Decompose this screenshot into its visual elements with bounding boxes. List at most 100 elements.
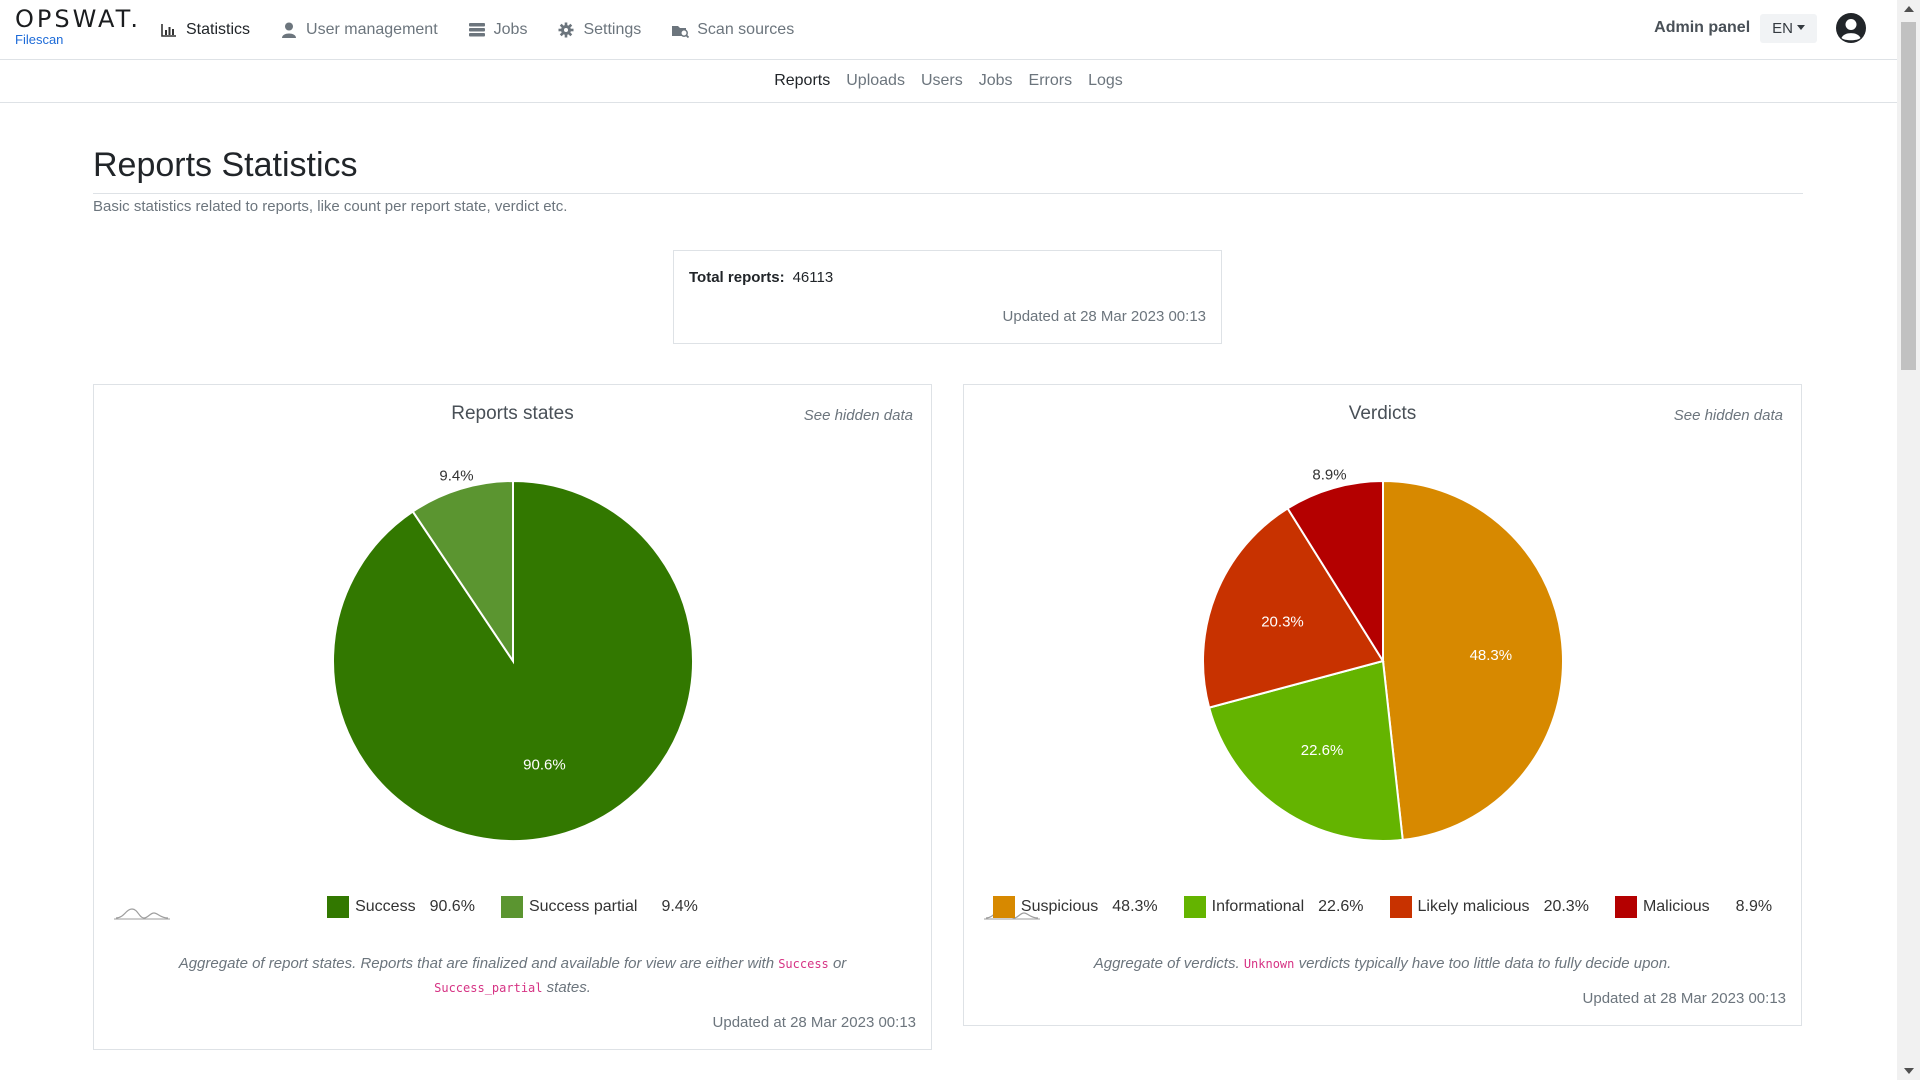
- chart-options-icon[interactable]: [114, 905, 170, 921]
- card-description: Aggregate of report states. Reports that…: [154, 952, 871, 1000]
- legend-percent: 90.6%: [429, 898, 475, 915]
- user-icon: [280, 21, 298, 39]
- desc-text: or: [832, 955, 847, 972]
- card-updated-timestamp: Updated at 28 Mar 2023 00:13: [712, 1014, 916, 1031]
- subnav-logs[interactable]: Logs: [1088, 72, 1123, 89]
- server-icon: [468, 21, 486, 39]
- product-name: Filescan: [15, 32, 64, 47]
- pie-slice-likely-malicious[interactable]: [1202, 506, 1385, 709]
- legend-swatch: [327, 896, 350, 918]
- subnav-reports[interactable]: Reports: [774, 72, 831, 89]
- desc-text: Aggregate of verdicts.: [1093, 955, 1240, 972]
- nav-item-label: User management: [306, 21, 438, 38]
- nav-item-scan-sources[interactable]: Scan sources: [671, 18, 794, 42]
- legend-percent: 22.6%: [1318, 898, 1364, 915]
- card-title: Verdicts: [1348, 403, 1417, 424]
- legend-percent: 20.3%: [1543, 898, 1589, 915]
- nav-item-jobs[interactable]: Jobs: [468, 18, 528, 42]
- pie-slice-malicious[interactable]: [1286, 479, 1384, 665]
- verdicts-card: Verdicts See hidden data 48.3% 22.6% 20.3%…: [963, 384, 1802, 1026]
- total-updated-timestamp: Updated at 28 Mar 2023 00:13: [1002, 308, 1206, 325]
- legend-label: Likely malicious: [1417, 898, 1530, 915]
- language-dropdown[interactable]: EN: [1760, 13, 1817, 43]
- legend-label: Success: [355, 898, 416, 915]
- card-title: Reports states: [451, 403, 574, 424]
- pie-data-label-suspicious: 48.3%: [1470, 647, 1513, 664]
- state-code-success: Success: [778, 957, 829, 971]
- state-code-success-partial: Success_partial: [434, 981, 543, 995]
- legend-item-informational[interactable]: Informational 22.6%: [1183, 896, 1364, 918]
- language-value: EN: [1772, 19, 1793, 37]
- total-reports-card: Total reports: 46113 Updated at 28 Mar 20…: [673, 250, 1222, 344]
- card-description: Aggregate of verdicts. Unknown verdicts …: [1024, 952, 1741, 976]
- main-nav: Statistics User management Jobs Settings…: [160, 18, 824, 42]
- caret-down-icon: [1797, 24, 1805, 30]
- page-title: Reports Statistics: [93, 146, 358, 184]
- bar-chart-icon: [160, 21, 178, 39]
- subnav-jobs[interactable]: Jobs: [978, 72, 1013, 89]
- top-navbar: OPSWAT. Filescan Statistics User managem…: [0, 0, 1897, 60]
- legend-item-success[interactable]: Success 90.6%: [327, 896, 475, 918]
- opswat-logo: OPSWAT.: [15, 5, 142, 33]
- sub-navbar: Reports Uploads Users Jobs Errors Logs: [0, 60, 1897, 103]
- subnav-uploads[interactable]: Uploads: [846, 72, 905, 89]
- nav-item-label: Scan sources: [697, 21, 795, 38]
- pie-slice-suspicious[interactable]: [1382, 479, 1564, 842]
- scan-sources-icon: [671, 21, 690, 39]
- pie-data-label-likely-malicious: 20.3%: [1261, 613, 1304, 630]
- legend-swatch: [1614, 896, 1637, 918]
- nav-item-settings[interactable]: Settings: [557, 18, 641, 42]
- nav-item-label: Jobs: [493, 21, 528, 38]
- legend-label: Informational: [1211, 898, 1305, 915]
- nav-item-statistics[interactable]: Statistics: [160, 18, 250, 42]
- desc-text: Aggregate of report states. Reports that…: [178, 955, 775, 972]
- pie-slice-informational[interactable]: [1207, 659, 1404, 842]
- legend-swatch: [500, 896, 523, 918]
- brand[interactable]: OPSWAT. Filescan: [15, 6, 141, 47]
- pie-data-label-malicious: 8.9%: [1312, 467, 1346, 484]
- legend-item-success-partial[interactable]: Success partial 9.4%: [500, 896, 698, 918]
- pie-data-label-success: 90.6%: [523, 756, 566, 773]
- gear-icon: [557, 21, 575, 39]
- legend-swatch: [1183, 896, 1206, 918]
- legend-swatch: [992, 896, 1015, 918]
- verdict-code-unknown: Unknown: [1243, 957, 1295, 971]
- subnav-errors[interactable]: Errors: [1028, 72, 1073, 89]
- total-reports-line: Total reports: 46113: [689, 269, 833, 286]
- see-hidden-data-link[interactable]: See hidden data: [803, 407, 913, 424]
- subnav-users[interactable]: Users: [920, 72, 963, 89]
- legend-item-malicious[interactable]: Malicious 8.9%: [1614, 896, 1773, 918]
- legend-item-likely-malicious[interactable]: Likely malicious 20.3%: [1389, 896, 1589, 918]
- legend-label: Suspicious: [1020, 898, 1099, 915]
- chart-legend: Success 90.6% Success partial 9.4%: [94, 896, 931, 918]
- reports-states-pie-chart: 90.6% 9.4%: [332, 467, 694, 842]
- pie-data-label-informational: 22.6%: [1301, 742, 1344, 759]
- vertical-scrollbar[interactable]: [1897, 0, 1920, 1080]
- legend-item-suspicious[interactable]: Suspicious 48.3%: [992, 896, 1158, 918]
- legend-label: Success partial: [528, 898, 638, 915]
- legend-label: Malicious: [1642, 898, 1710, 915]
- legend-percent: 48.3%: [1112, 898, 1158, 915]
- total-reports-label: Total reports:: [689, 269, 785, 286]
- pie-slice-success-partial[interactable]: [411, 479, 514, 665]
- title-divider: [93, 193, 1803, 194]
- nav-item-label: Settings: [583, 21, 642, 38]
- scroll-down-arrow-icon[interactable]: [1904, 1068, 1914, 1074]
- nav-item-label: Statistics: [186, 21, 251, 38]
- nav-right: Admin panel EN: [1654, 12, 1867, 44]
- scrollbar-thumb[interactable]: [1901, 22, 1916, 370]
- nav-item-user-management[interactable]: User management: [280, 18, 438, 42]
- chart-legend: Suspicious 48.3% Informational 22.6% Lik…: [964, 896, 1801, 918]
- legend-percent: 9.4%: [661, 898, 698, 915]
- card-updated-timestamp: Updated at 28 Mar 2023 00:13: [1582, 990, 1786, 1007]
- total-reports-value: 46113: [792, 269, 834, 286]
- scroll-up-arrow-icon[interactable]: [1904, 6, 1914, 12]
- user-avatar-icon[interactable]: [1835, 12, 1867, 44]
- admin-panel-link[interactable]: Admin panel: [1654, 19, 1751, 36]
- desc-text: verdicts typically have too little data …: [1298, 955, 1672, 972]
- pie-data-label-success-partial: 9.4%: [439, 467, 473, 484]
- legend-percent: 8.9%: [1735, 898, 1773, 915]
- verdicts-pie-chart: 48.3% 22.6% 20.3% 8.9%: [1202, 467, 1564, 842]
- legend-swatch: [1389, 896, 1412, 918]
- see-hidden-data-link[interactable]: See hidden data: [1673, 407, 1783, 424]
